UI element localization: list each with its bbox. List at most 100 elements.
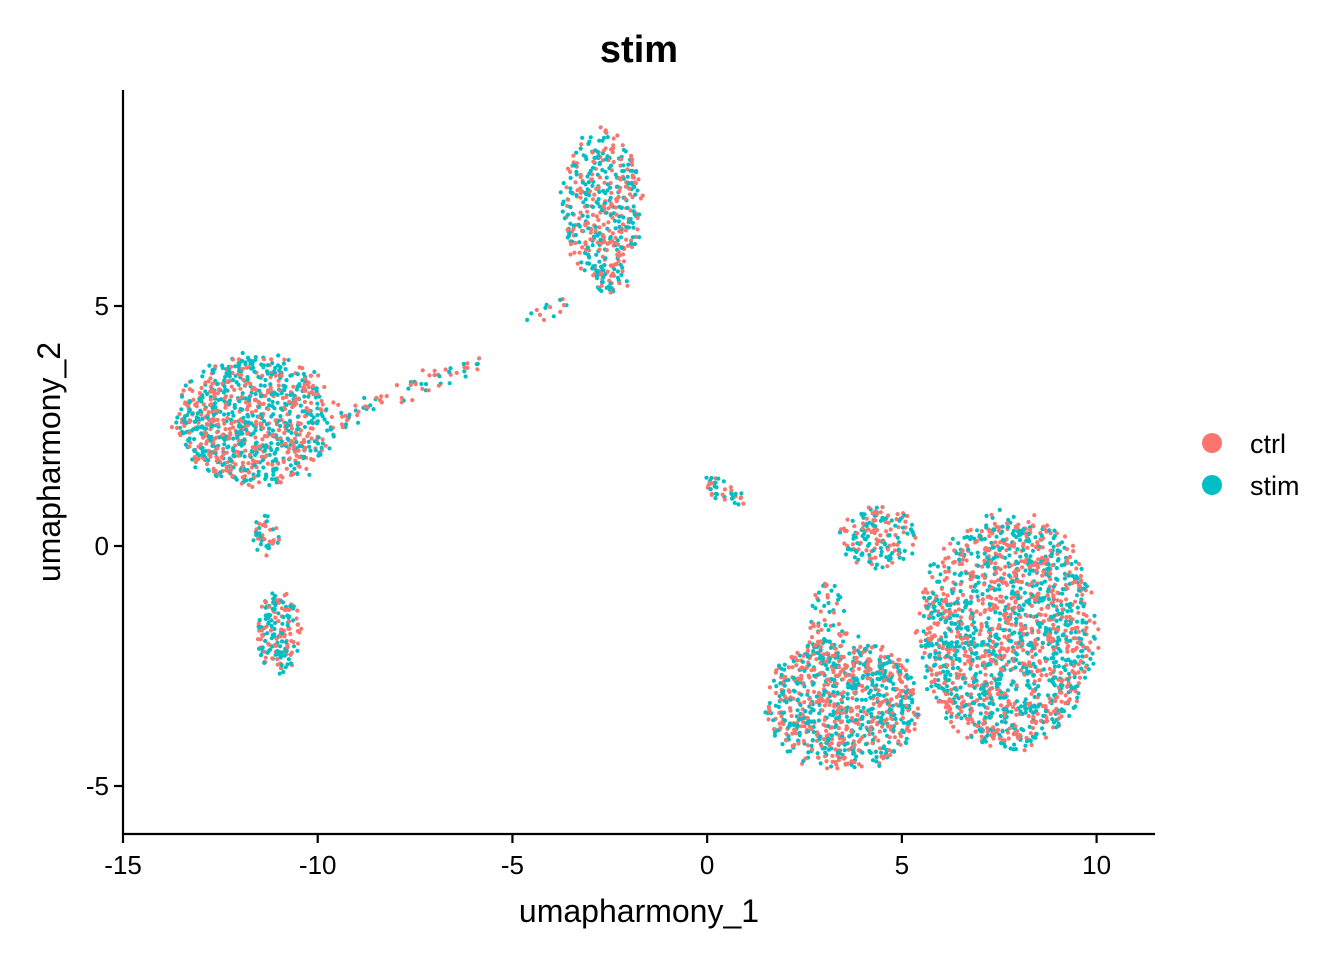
cell-point — [1064, 602, 1070, 607]
cell-point — [258, 394, 263, 399]
cell-point — [863, 537, 868, 542]
cell-point — [475, 367, 480, 372]
cell-point — [849, 762, 854, 768]
cell-point — [986, 556, 991, 561]
cell-point — [794, 663, 799, 668]
cell-point — [237, 399, 242, 404]
cell-point — [240, 358, 245, 363]
cell-point — [976, 554, 981, 559]
cell-point — [907, 729, 912, 734]
cell-point — [958, 615, 964, 620]
cell-point — [448, 366, 453, 371]
cell-point — [179, 394, 185, 399]
cell-point — [830, 653, 835, 659]
cell-point — [302, 414, 308, 419]
cell-point — [809, 668, 814, 673]
cell-point — [867, 559, 872, 565]
cell-point — [587, 261, 592, 266]
cell-point — [282, 357, 287, 362]
cell-point — [1007, 553, 1012, 558]
cell-point — [841, 608, 847, 614]
cell-point — [771, 718, 776, 723]
cell-point — [1029, 691, 1034, 697]
cell-point — [798, 702, 803, 708]
cell-point — [1028, 664, 1033, 669]
cell-point — [776, 663, 782, 668]
cell-point — [856, 634, 861, 639]
cell-point — [591, 234, 597, 239]
cell-point — [833, 760, 838, 765]
cell-point — [582, 268, 587, 273]
cell-point — [1017, 661, 1022, 666]
cell-point — [989, 686, 994, 691]
cell-point — [936, 609, 941, 614]
cell-point — [834, 716, 839, 721]
cell-point — [215, 456, 220, 461]
cell-point — [615, 238, 620, 243]
cell-point — [437, 374, 442, 379]
cell-point — [1071, 549, 1076, 554]
cell-point — [805, 654, 811, 659]
cell-point — [807, 675, 812, 680]
cell-point — [892, 735, 898, 740]
cell-point — [1050, 677, 1055, 682]
cell-point — [291, 445, 296, 450]
cell-point — [603, 157, 609, 162]
cell-point — [575, 188, 580, 193]
cell-point — [630, 195, 635, 200]
cell-point — [269, 623, 274, 628]
cell-point — [288, 463, 293, 468]
cell-point — [840, 731, 845, 736]
cell-point — [202, 407, 207, 412]
cell-point — [971, 620, 977, 625]
cell-point — [1036, 684, 1041, 689]
cell-point — [716, 476, 721, 481]
cell-point — [630, 162, 635, 167]
cell-point — [1012, 742, 1017, 747]
cell-point — [283, 367, 288, 372]
cell-point — [276, 537, 282, 542]
cell-point — [1046, 562, 1051, 567]
cell-point — [812, 673, 817, 678]
cell-point — [1078, 573, 1084, 579]
cell-point — [583, 154, 588, 159]
cell-point — [565, 235, 570, 240]
cell-point — [281, 361, 286, 366]
cell-point — [1024, 632, 1029, 637]
cell-point — [279, 439, 284, 444]
cell-point — [986, 649, 992, 654]
cell-point — [799, 666, 804, 671]
cell-point — [205, 415, 210, 420]
cell-point — [930, 575, 935, 580]
cell-point — [998, 695, 1003, 701]
cell-point — [982, 692, 987, 697]
cell-point — [1026, 519, 1031, 525]
cell-point — [379, 394, 384, 399]
cell-point — [1074, 699, 1079, 704]
cell-point — [910, 542, 916, 547]
cell-point — [255, 473, 261, 478]
cell-point — [931, 615, 936, 620]
cell-point — [829, 746, 834, 751]
cell-point — [960, 548, 965, 553]
cell-point — [889, 697, 894, 702]
cell-point — [818, 734, 823, 739]
cell-point — [231, 413, 236, 418]
cell-point — [313, 448, 318, 453]
cell-point — [423, 382, 429, 387]
cell-point — [1036, 591, 1041, 596]
cell-point — [856, 681, 861, 686]
cell-point — [830, 683, 836, 689]
cell-point — [944, 653, 949, 658]
cell-point — [252, 444, 257, 449]
cell-point — [1022, 748, 1027, 753]
cell-point — [410, 398, 415, 403]
cell-point — [882, 678, 888, 683]
cell-point — [580, 213, 585, 218]
cell-point — [1018, 668, 1024, 673]
cell-point — [1031, 710, 1036, 715]
cell-point — [233, 364, 238, 369]
cell-point — [894, 721, 899, 726]
cell-point — [1066, 657, 1071, 662]
cell-point — [797, 717, 802, 722]
